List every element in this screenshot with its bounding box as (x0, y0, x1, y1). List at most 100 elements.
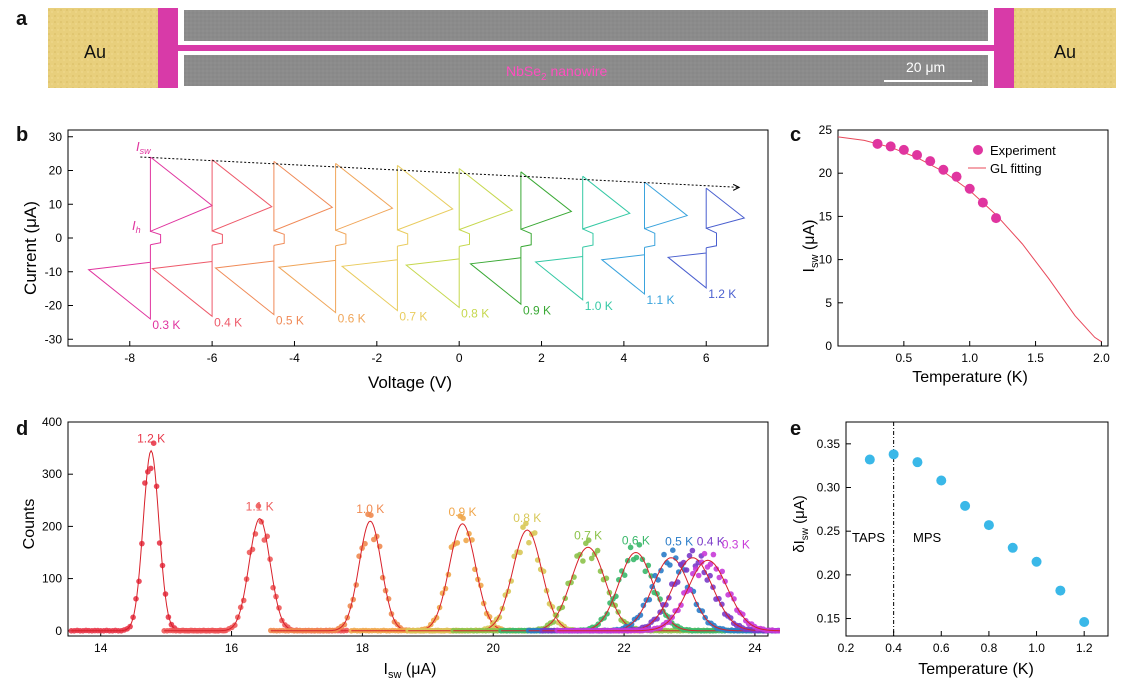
e-xtick-label: 0.2 (838, 641, 855, 655)
au-label-right: Au (1054, 42, 1076, 62)
panel-d-chart: 14 16 18 20 22 24 0 100 200 300 400 1.2 K 1.1 K 1.0 K… (21, 415, 780, 681)
d-count-point (379, 574, 386, 581)
c-legend-marker (973, 145, 983, 155)
b-xtick-label: 6 (703, 351, 710, 365)
b-curve-hyst-0.9K (520, 228, 532, 248)
b-curve-lower-0.9K (469, 246, 522, 306)
d-ytick-label: 0 (55, 624, 62, 638)
b-curve-upper-0.5K (273, 161, 334, 232)
c-plot-frame (837, 129, 1109, 347)
c-experiment-point (951, 171, 962, 182)
d-ytick-label: 300 (42, 467, 62, 481)
e-data-point (1055, 585, 1066, 596)
d-count-point (580, 558, 586, 564)
sem-image: Au Au NbSe2 nanowire 20 μm (48, 8, 1116, 88)
b-xlabel: Voltage (V) (368, 373, 452, 392)
b-isw-arrowhead (732, 183, 741, 191)
sem-upper-region (184, 10, 988, 41)
d-count-point (698, 559, 705, 565)
d-count-point (517, 549, 523, 556)
d-count-point (686, 552, 693, 559)
b-xtick-label: 0 (456, 351, 463, 365)
c-xtick-label: 2.0 (1093, 351, 1110, 365)
c-ytick-label: 5 (825, 296, 832, 310)
d-count-point (368, 512, 374, 518)
b-curve-lower-1.1K (600, 247, 645, 296)
d-count-point (270, 584, 276, 591)
d-count-point (156, 540, 163, 546)
d-count-point (460, 515, 466, 522)
c-experiment-point (885, 141, 896, 152)
d-count-point (683, 567, 690, 573)
d-count-point (713, 566, 720, 572)
d-count-point (523, 520, 529, 527)
d-count-point (148, 465, 154, 472)
e-ytick-label: 0.15 (817, 612, 841, 626)
b-curve-label: 0.4 K (214, 315, 242, 329)
d-ytick-label: 400 (42, 415, 62, 429)
sem-lower-region (184, 55, 988, 86)
d-count-point (663, 602, 669, 608)
d-fit-curve (557, 559, 780, 632)
e-xtick-label: 0.6 (933, 641, 950, 655)
panel-letter-e: e (790, 418, 802, 440)
d-count-point (667, 562, 673, 568)
b-ytick-label: 10 (49, 197, 63, 211)
e-data-point (1007, 542, 1018, 553)
b-curve-label: 0.7 K (399, 310, 427, 324)
d-count-point (695, 572, 702, 579)
c-ytick-label: 20 (819, 166, 833, 180)
c-experiment-point (912, 150, 923, 161)
b-curve-upper-1.2K (705, 187, 746, 229)
e-data-point (912, 457, 923, 468)
c-xtick-label: 1.0 (961, 351, 978, 365)
b-xtick-label: 4 (621, 351, 628, 365)
nanowire (178, 45, 994, 51)
d-peak-label: 0.9 K (448, 505, 476, 519)
e-data-point (864, 454, 875, 465)
b-xtick-label: -8 (124, 351, 135, 365)
d-count-point (588, 555, 595, 562)
d-count-point (240, 597, 247, 604)
b-xtick-label: -4 (289, 351, 300, 365)
b-curve-hyst-0.6K (335, 229, 347, 247)
b-xtick-label: -2 (371, 351, 382, 365)
d-count-point (362, 540, 368, 547)
b-curve-upper-0.8K (458, 168, 514, 231)
d-count-point (654, 616, 660, 622)
d-count-point (636, 542, 643, 548)
e-label-taps: TAPS (852, 530, 885, 545)
b-curve-upper-1.1K (644, 181, 689, 230)
b-xtick-label: 2 (538, 351, 545, 365)
e-data-point (888, 449, 899, 460)
e-data-point (983, 520, 994, 531)
e-ytick-label: 0.20 (817, 568, 841, 582)
panel-letter-a: a (16, 8, 28, 30)
panel-letter-b: b (16, 124, 29, 146)
b-curve-label: 0.5 K (276, 314, 304, 328)
d-count-point (699, 608, 706, 614)
b-ylabel: Current (μA) (21, 201, 40, 295)
b-curve-lower-0.5K (214, 245, 275, 316)
d-count-point (454, 540, 461, 546)
b-curve-label: 0.9 K (523, 303, 551, 317)
scale-bar-label: 20 μm (906, 59, 945, 75)
d-count-point (707, 561, 714, 567)
e-data-point (1031, 556, 1042, 567)
d-fit-curve (270, 520, 464, 632)
c-experiment-point (964, 183, 975, 194)
d-peak-label: 0.6 K (622, 533, 650, 547)
b-curve-hyst-1.2K (705, 227, 717, 249)
d-count-point (585, 537, 592, 543)
b-curve-hyst-0.8K (459, 229, 470, 247)
d-count-point (637, 612, 644, 618)
d-peak-label: 0.4 K (697, 535, 725, 549)
d-count-point (627, 544, 634, 551)
e-ytick-label: 0.30 (817, 481, 841, 495)
b-ytick-label: -30 (45, 332, 63, 346)
d-count-point (710, 551, 717, 558)
c-xtick-label: 1.5 (1027, 351, 1044, 365)
d-count-point (607, 600, 613, 606)
au-label-left: Au (84, 42, 106, 62)
